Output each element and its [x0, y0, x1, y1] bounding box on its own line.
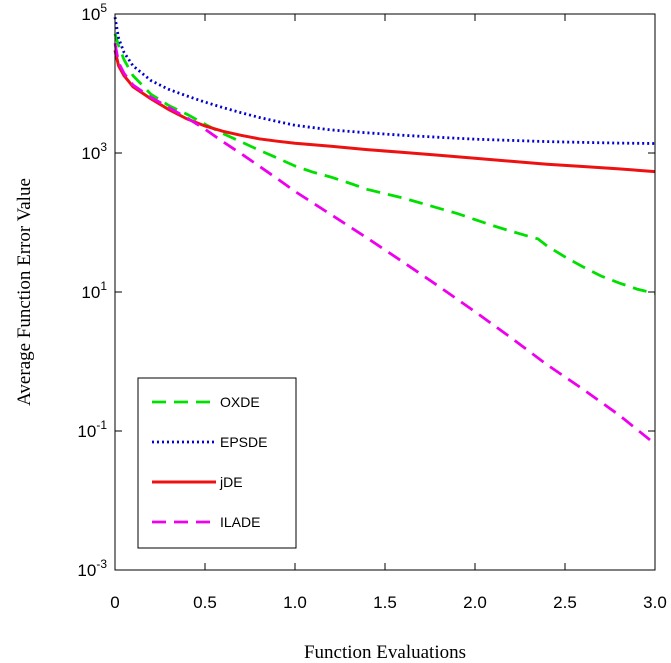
legend-label-epsde: EPSDE [220, 434, 267, 450]
legend-label-oxde: OXDE [220, 394, 260, 410]
x-tick-label: 0.5 [193, 593, 217, 612]
series-line-ilade [113, 42, 656, 446]
x-tick-label: 1.5 [373, 593, 397, 612]
x-tick-label: 2.0 [463, 593, 487, 612]
y-tick-label: 105 [81, 1, 107, 24]
y-tick-label: 103 [81, 140, 107, 163]
y-tick-label: 10-1 [77, 418, 107, 441]
legend-label-ilade: ILADE [220, 514, 260, 530]
series-layer [113, 16, 656, 446]
series-line-epsde [113, 16, 656, 145]
series-line-oxde [113, 33, 656, 295]
plot-frame [114, 13, 656, 571]
legend-box [137, 377, 297, 549]
legend: OXDE EPSDE jDE ILADE [137, 377, 297, 549]
series-line-jde [113, 49, 656, 174]
y-tick-label: 101 [81, 279, 107, 302]
x-tick-label: 1.0 [283, 593, 307, 612]
y-axis-ticks: 105 103 101 10-1 10-3 [77, 1, 655, 580]
x-tick-label: 0 [110, 593, 119, 612]
x-axis-title: Function Evaluations [304, 642, 466, 663]
y-tick-label: 10-3 [77, 557, 107, 580]
legend-label-jde: jDE [219, 474, 243, 490]
x-tick-label: 2.5 [553, 593, 577, 612]
y-axis-title: Average Function Error Value [14, 178, 35, 406]
x-tick-label: 3.0 [643, 593, 667, 612]
x-axis-ticks: 0 0.5 1.0 1.5 2.0 2.5 3.0 [110, 14, 667, 612]
